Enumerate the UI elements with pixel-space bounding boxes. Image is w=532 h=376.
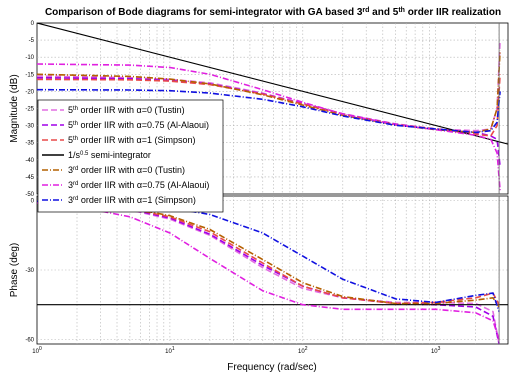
magnitude-series-group [37,23,508,191]
legend-entry: 5th order IIR with α=1 (Simpson) [68,135,196,145]
legend-entry: 3rd order IIR with α=0 (Tustin) [68,165,185,175]
phase-panel: 0 -30 -60 Phase (deg) 100 101 102 103 [9,195,509,355]
title-prefix: Comparison of Bode diagrams for semi-int… [45,7,363,18]
legend-entry: 5th order IIR with α=0 (Tustin) [68,105,185,115]
magnitude-y-tick-label: -25 [25,107,34,113]
magnitude-y-tick-label: 0 [31,21,35,27]
x-tick-label: 100 [32,346,42,355]
chart-title: Comparison of Bode diagrams for semi-int… [45,7,501,18]
title-sup-th: th [398,7,405,14]
title-sup-rd: rd [362,7,369,14]
magnitude-y-tick-label: -50 [25,192,34,198]
magnitude-y-tick-label: -20 [25,89,34,95]
x-axis-label: Frequency (rad/sec) [227,362,316,373]
legend-entry: 3rd order IIR with α=1 (Simpson) [68,195,196,205]
magnitude-y-tick-label: -35 [25,141,34,147]
magnitude-series-semi-integrator [37,23,508,145]
legend-entry: 1/s0.5 semi-integrator [68,150,151,160]
magnitude-y-tick-label: -5 [29,38,35,44]
phase-y-tick-label: -30 [25,268,34,274]
title-suffix: order IIR realization [405,7,501,18]
magnitude-y-tick-label: -10 [25,55,34,61]
magnitude-y-tick-label: -30 [25,124,34,130]
magnitude-y-tick-label: -15 [25,72,34,78]
magnitude-series-3rd-simpson [37,88,501,134]
phase-y-tick-label: 0 [31,199,35,205]
phase-y-tick-label: -60 [25,337,34,343]
legend: 5th order IIR with α=0 (Tustin) 5th order… [37,99,224,213]
magnitude-y-axis-label: Magnitude (dB) [9,74,20,142]
x-tick-label: 102 [298,346,308,355]
phase-y-axis-label: Phase (deg) [9,243,20,297]
magnitude-y-tick-label: -40 [25,158,34,164]
title-mid: and 5 [369,7,398,18]
magnitude-y-tick-label: -45 [25,175,34,181]
legend-box [37,99,224,213]
magnitude-series-3rd-al-alaoui [37,63,501,191]
x-tick-label: 101 [165,346,175,355]
legend-entry: 3rd order IIR with α=0.75 (Al-Alaoui) [68,180,209,190]
phase-series-3rd-al-alaoui [37,202,500,340]
magnitude-series-3rd-tustin [37,50,501,134]
legend-entry: 5th order IIR with α=0.75 (Al-Alaoui) [68,120,209,130]
x-tick-label: 103 [431,346,441,355]
